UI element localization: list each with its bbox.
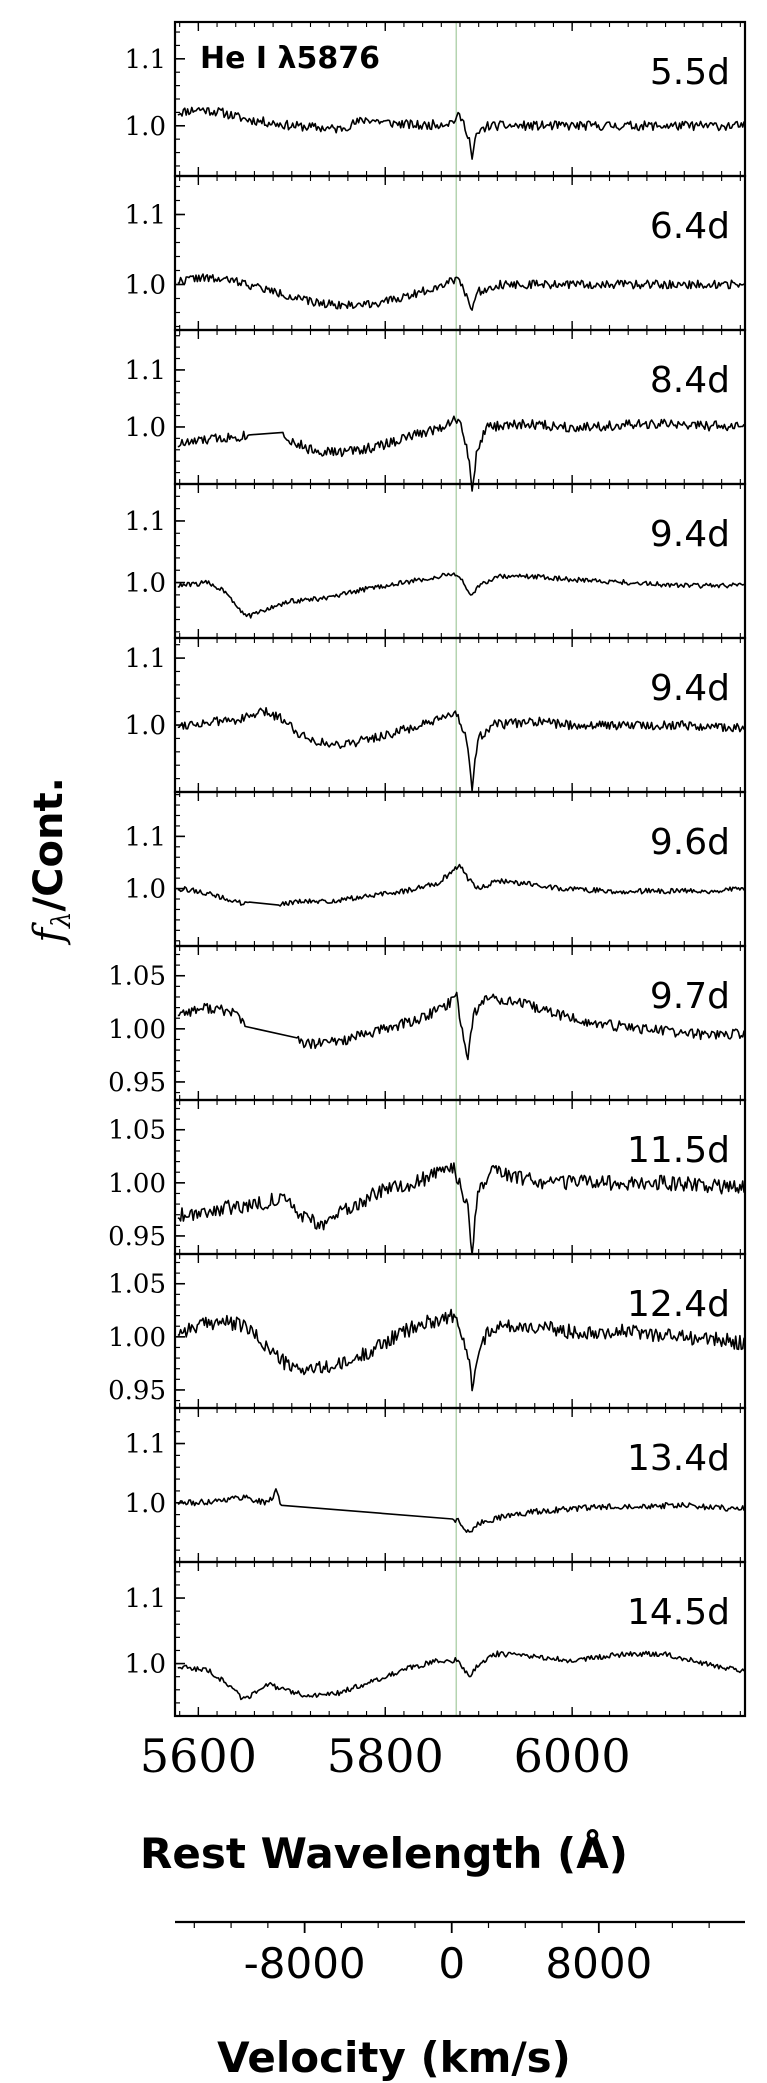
epoch-label: 11.5d	[627, 1130, 730, 1171]
epoch-label: 8.4d	[650, 360, 730, 401]
spectrum-panel: 1.0 1.1 6.4d	[125, 174, 747, 332]
epoch-label: 9.4d	[650, 514, 730, 555]
x-tick-label: 5800	[327, 1729, 444, 1783]
y-tick-label: 1.1	[125, 822, 166, 852]
y-axis-label-text: /Cont.	[26, 777, 72, 911]
spectrum-panel: 1.0 1.1 9.6d	[125, 790, 747, 948]
y-tick-label: 1.1	[125, 507, 166, 537]
y-tick-label: 1.05	[108, 1116, 166, 1146]
spectrum-line	[177, 1308, 745, 1392]
y-tick-label: 1.1	[125, 201, 166, 231]
spectrum-panel: 1.0 1.1 14.5d	[125, 1560, 747, 1718]
y-tick-label: 1.1	[125, 45, 166, 75]
spectrum-line	[177, 1162, 745, 1256]
panel-frame	[173, 174, 747, 332]
y-tick-label: 0.95	[108, 1068, 166, 1098]
y-tick-label: 1.00	[108, 1015, 166, 1045]
spectrum-panel: 0.95 1.00 1.05 12.4d	[108, 1252, 747, 1410]
spectrum-line	[177, 1650, 745, 1701]
epoch-label: 9.6d	[650, 822, 730, 863]
x-tick-label: 5600	[140, 1729, 257, 1783]
y-tick-label: 1.0	[125, 271, 166, 301]
y-tick-label: 1.0	[125, 711, 166, 741]
line-annotation: He I λ5876	[200, 41, 380, 76]
wavelength-axis: 5600 5800 6000	[140, 1729, 631, 1783]
spectrum-line	[177, 273, 745, 311]
spectrum-panels: 1.0 1.1 5.5d 1.0 1.1 6.4d 1.0 1.1 8.4d 1.0 1.1 9.4d…	[108, 20, 747, 1718]
epoch-label: 14.5d	[627, 1592, 730, 1633]
y-axis-label-subscript: λ	[47, 911, 77, 928]
y-tick-label: 1.0	[125, 112, 166, 142]
x-tick-label: 6000	[514, 1729, 631, 1783]
epoch-label: 9.7d	[650, 976, 730, 1017]
y-tick-label: 1.05	[108, 1270, 166, 1300]
y-tick-label: 1.0	[125, 569, 166, 599]
y-tick-label: 1.0	[125, 1650, 166, 1680]
panel-frame	[173, 328, 747, 486]
velocity-axis: -8000 0 8000	[175, 1920, 745, 1988]
spectrum-line	[177, 106, 745, 160]
y-tick-label: 1.0	[125, 875, 166, 905]
y-tick-label: 1.00	[108, 1323, 166, 1353]
panel-frame	[173, 482, 747, 640]
y-axis-label: fλ/Cont.	[26, 777, 77, 946]
y-tick-label: 1.05	[108, 962, 166, 992]
epoch-label: 6.4d	[650, 206, 730, 247]
spectrum-panel: 1.0 1.1 5.5d	[125, 20, 747, 178]
velocity-tick-label: -8000	[244, 1939, 366, 1988]
velocity-tick-label: 0	[438, 1939, 465, 1988]
y-tick-label: 1.00	[108, 1169, 166, 1199]
y-tick-label: 0.95	[108, 1222, 166, 1252]
y-tick-label: 1.1	[125, 1430, 166, 1460]
panel-frame	[173, 1406, 747, 1564]
y-tick-label: 1.0	[125, 413, 166, 443]
epoch-label: 9.4d	[650, 668, 730, 709]
y-tick-label: 1.1	[125, 356, 166, 386]
y-tick-label: 1.1	[125, 644, 166, 674]
spectrum-panel: 1.0 1.1 9.4d	[125, 636, 747, 794]
panel-frame	[173, 1560, 747, 1718]
spectrum-panel: 0.95 1.00 1.05 11.5d	[108, 1098, 747, 1256]
spectrum-panel: 1.0 1.1 9.4d	[125, 482, 747, 640]
epoch-label: 13.4d	[627, 1438, 730, 1479]
y-tick-label: 1.0	[125, 1489, 166, 1519]
epoch-label: 12.4d	[627, 1284, 730, 1325]
y-tick-label: 0.95	[108, 1376, 166, 1406]
spectrum-line	[177, 991, 745, 1061]
spectrum-panel: 1.0 1.1 8.4d	[125, 328, 747, 492]
velocity-axis-label: Velocity (km/s)	[217, 2033, 571, 2082]
spectrum-line	[177, 572, 745, 619]
spectrum-line	[177, 1488, 745, 1533]
spectrum-panel: 0.95 1.00 1.05 9.7d	[108, 944, 747, 1102]
panel-frame	[173, 636, 747, 794]
spectrum-line	[177, 863, 745, 907]
spectrum-panel: 1.0 1.1 13.4d	[125, 1406, 747, 1564]
x-axis-label: Rest Wavelength (Å)	[140, 1828, 628, 1878]
velocity-tick-label: 8000	[545, 1939, 652, 1988]
spectrum-line	[177, 415, 745, 492]
y-tick-label: 1.1	[125, 1584, 166, 1614]
spectrum-line	[177, 707, 745, 792]
panel-frame	[173, 790, 747, 948]
epoch-label: 5.5d	[650, 52, 730, 93]
